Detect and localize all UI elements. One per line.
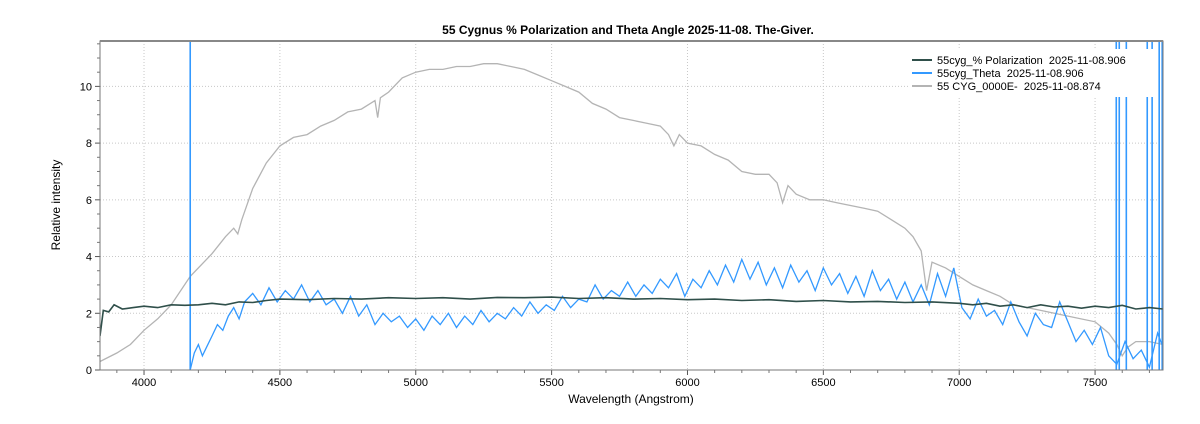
legend-label-reference: 55 CYG_0000E- 2025-11-08.874 [937,81,1101,93]
chart-title: 55 Cygnus % Polarization and Theta Angle… [442,23,814,37]
legend-label-polarization: 55cyg_% Polarization 2025-11-08.906 [937,55,1126,67]
x-tick-label: 7000 [947,377,971,389]
reference-spectrum-line [100,63,1163,363]
y-tick-label: 0 [86,365,92,377]
y-tick-label: 6 [86,195,92,207]
x-tick-label: 5500 [539,377,563,389]
y-tick-label: 8 [86,138,92,150]
theta-line [189,257,1163,370]
x-tick-label: 6000 [675,377,699,389]
axis-ticks: 4000 4500 5000 5500 6000 6500 7000 7500 0 2 4 6 8 10 [80,43,1150,389]
x-tick-label: 4500 [268,377,292,389]
y-tick-label: 4 [86,252,92,264]
x-tick-label: 6500 [811,377,835,389]
x-tick-label: 7500 [1083,377,1107,389]
plot-top-border [100,40,1163,42]
legend-box [908,49,1158,97]
legend: 55cyg_% Polarization 2025-11-08.906 55cy… [908,49,1158,97]
polarization-line [100,296,1163,337]
x-tick-label: 4000 [132,377,156,389]
x-axis-label: Wavelength (Angstrom) [568,392,694,406]
x-tick-label: 5000 [404,377,428,389]
legend-label-theta: 55cyg_Theta 2025-11-08.906 [937,68,1084,80]
y-axis-label: Relative intensity [49,160,63,251]
y-tick-label: 2 [86,308,92,320]
y-tick-label: 10 [80,81,92,93]
